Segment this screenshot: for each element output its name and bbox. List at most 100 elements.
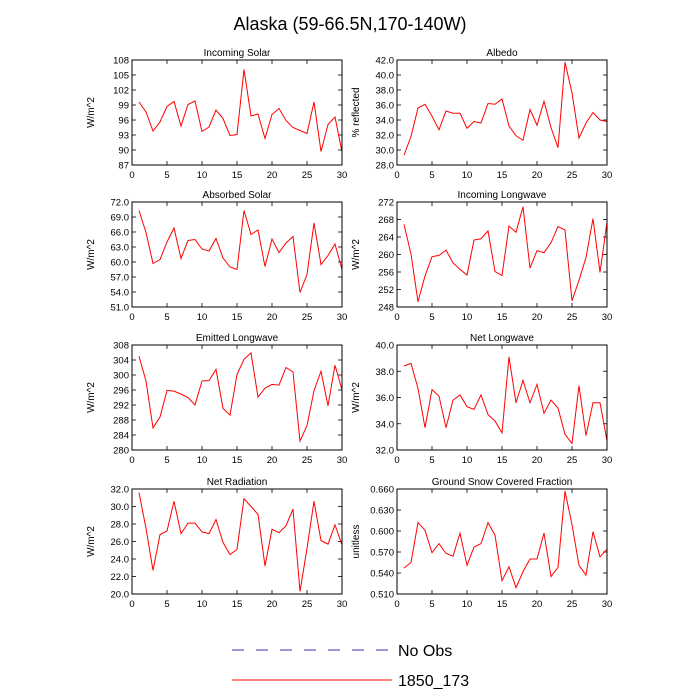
series-line-1 (138, 69, 343, 153)
x-tick-label: 0 (129, 170, 134, 181)
y-tick-label: 66.0 (111, 228, 130, 239)
x-tick-label: 10 (462, 312, 473, 323)
legend-label-2: 1850_173 (398, 673, 469, 690)
x-tick-label: 5 (164, 312, 169, 323)
y-tick-label: 99 (118, 101, 129, 112)
x-tick-label: 15 (497, 455, 508, 466)
panel-title: Emitted Longwave (196, 333, 279, 344)
y-tick-label: 57.0 (111, 273, 130, 284)
y-tick-label: 38.0 (376, 367, 395, 378)
panel-title: Incoming Solar (204, 48, 271, 59)
y-tick-label: 296 (113, 386, 129, 397)
x-tick-label: 25 (567, 170, 578, 181)
x-tick-label: 30 (602, 170, 613, 181)
x-tick-label: 0 (129, 599, 134, 610)
x-tick-label: 5 (429, 312, 434, 323)
x-tick-label: 30 (337, 599, 348, 610)
x-tick-label: 25 (567, 455, 578, 466)
y-tick-label: 252 (378, 285, 394, 296)
x-tick-label: 5 (164, 170, 169, 181)
figure-title: Alaska (59-66.5N,170-140W) (233, 14, 466, 34)
series-line-1 (138, 492, 343, 592)
y-axis-label: W/m^2 (86, 97, 97, 128)
panel-5: Emitted LongwaveW/m^22802842882922963003… (86, 333, 347, 466)
x-tick-label: 10 (462, 455, 473, 466)
y-tick-label: 308 (113, 341, 129, 352)
plot-frame (396, 59, 608, 166)
y-tick-label: 20.0 (111, 590, 130, 601)
y-tick-label: 0.570 (370, 548, 394, 559)
x-tick-label: 30 (602, 599, 613, 610)
series-line-1 (403, 490, 608, 590)
y-axis-label: % reflected (351, 87, 362, 137)
panel-title: Net Radiation (207, 477, 268, 488)
y-tick-label: 34.0 (376, 116, 395, 127)
panel-2: Albedo % reflected 28.0 30.0 32.0 34.0 36.0 38.… (351, 48, 612, 181)
x-tick-label: 25 (567, 312, 578, 323)
x-tick-label: 0 (129, 312, 134, 323)
y-tick-label: 0.600 (370, 527, 394, 538)
x-tick-label: 0 (129, 455, 134, 466)
y-tick-label: 268 (378, 215, 394, 226)
y-tick-label: 284 (113, 431, 129, 442)
plot-frame (131, 59, 343, 166)
y-tick-label: 36.0 (376, 393, 395, 404)
y-tick-label: 90 (118, 146, 129, 157)
y-tick-label: 26.0 (111, 537, 130, 548)
panel-7: Net Radiation W/m^2 20.0 22.0 24.0 26.0 28.0 30… (86, 477, 347, 610)
y-tick-label: 264 (378, 233, 394, 244)
x-tick-label: 5 (429, 170, 434, 181)
plot-frame (396, 344, 608, 451)
panel-title: Ground Snow Covered Fraction (432, 477, 573, 488)
y-tick-label: 32.0 (376, 446, 395, 457)
x-tick-label: 15 (232, 599, 243, 610)
x-tick-label: 15 (497, 312, 508, 323)
y-tick-label: 54.0 (111, 288, 130, 299)
y-tick-label: 24.0 (111, 555, 130, 566)
x-tick-label: 0 (394, 312, 399, 323)
y-tick-label: 30.0 (111, 502, 130, 513)
x-tick-label: 30 (337, 312, 348, 323)
y-axis-label: W/m^2 (86, 239, 97, 270)
legend-label-1: No Obs (398, 643, 452, 660)
y-tick-label: 32.0 (376, 131, 395, 142)
y-tick-label: 256 (378, 268, 394, 279)
x-tick-label: 5 (164, 599, 169, 610)
x-tick-label: 15 (232, 312, 243, 323)
x-tick-label: 0 (394, 455, 399, 466)
x-tick-label: 20 (532, 455, 543, 466)
x-tick-label: 5 (164, 455, 169, 466)
plot-frame (131, 201, 343, 308)
x-tick-label: 0 (394, 170, 399, 181)
y-tick-label: 28.0 (111, 520, 130, 531)
y-tick-label: 0.660 (370, 485, 394, 496)
y-axis-label: W/m^2 (86, 382, 97, 413)
x-tick-label: 10 (462, 599, 473, 610)
x-tick-label: 10 (197, 455, 208, 466)
plot-frame (396, 488, 608, 595)
plot-frame (131, 488, 343, 595)
y-tick-label: 102 (113, 86, 129, 97)
series-line-1 (403, 62, 608, 156)
x-tick-label: 25 (302, 312, 313, 323)
y-tick-label: 0.630 (370, 506, 394, 517)
y-tick-label: 28.0 (376, 161, 395, 172)
y-axis-label: W/m^2 (351, 382, 362, 413)
y-tick-label: 260 (378, 250, 394, 261)
x-tick-label: 25 (302, 455, 313, 466)
x-tick-label: 20 (267, 170, 278, 181)
x-tick-label: 25 (567, 599, 578, 610)
y-axis-label: W/m^2 (351, 239, 362, 270)
y-tick-label: 87 (118, 161, 129, 172)
y-tick-label: 22.0 (111, 572, 130, 583)
y-tick-label: 32.0 (111, 485, 130, 496)
y-tick-label: 108 (113, 56, 129, 67)
y-tick-label: 288 (113, 416, 129, 427)
panel-title: Albedo (486, 48, 518, 59)
panel-4: Incoming Longwave W/m^2 248 252 256 260 264 268… (351, 190, 612, 323)
y-tick-label: 40.0 (376, 71, 395, 82)
y-tick-label: 60.0 (111, 258, 130, 269)
x-tick-label: 10 (197, 312, 208, 323)
x-tick-label: 20 (267, 312, 278, 323)
